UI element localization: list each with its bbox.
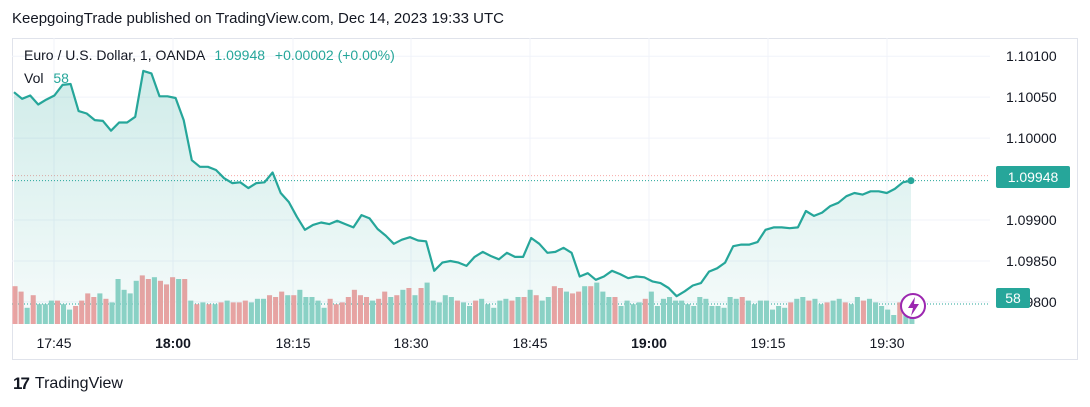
price-area (14, 70, 911, 325)
tradingview-mark-icon: 17 (13, 374, 30, 393)
chart-frame (12, 38, 1078, 360)
symbol-label[interactable]: Euro / U.S. Dollar, 1, OANDA (24, 47, 205, 63)
y-tick-label: 1.10000 (1006, 130, 1057, 146)
volume-badge: 58 (996, 288, 1030, 308)
y-tick-label: 1.10100 (1006, 48, 1057, 64)
x-tick-label: 17:45 (36, 335, 71, 351)
last-price: 1.09948 (214, 47, 266, 63)
x-tick-label: 18:30 (393, 335, 428, 351)
x-tick-label: 18:00 (155, 335, 191, 351)
publisher-line: KeepgoingTrade published on TradingView.… (12, 10, 504, 27)
price-line (13, 69, 912, 298)
x-axis-ticks: 17:45 18:00 18:15 18:30 18:45 19:00 19:15 19:30 (36, 335, 904, 351)
lightning-icon[interactable] (900, 293, 926, 319)
y-tick-label: 1.10050 (1006, 89, 1057, 105)
x-tick-label: 18:15 (275, 335, 310, 351)
volume-legend: Vol 58 (24, 70, 69, 86)
tradingview-logo[interactable]: 17 TradingView (13, 374, 123, 394)
x-tick-label: 18:45 (512, 335, 547, 351)
price-area-fill (14, 70, 911, 325)
price-badge: 1.09948 (996, 166, 1070, 188)
volume-label[interactable]: Vol (24, 70, 44, 86)
last-price-dot (907, 177, 915, 185)
price-line-group (13, 69, 915, 298)
x-tick-label: 19:00 (631, 335, 667, 351)
y-tick-label: 1.09850 (1006, 253, 1057, 269)
y-tick-label: 1.09900 (1006, 212, 1057, 228)
x-tick-label: 19:15 (750, 335, 785, 351)
volume-value: 58 (53, 70, 69, 86)
x-tick-label: 19:30 (869, 335, 904, 351)
brand-name: TradingView (34, 375, 123, 392)
price-change: +0.00002 (+0.00%) (274, 47, 395, 63)
chart-legend: Euro / U.S. Dollar, 1, OANDA 1.09948 +0.… (24, 47, 395, 63)
